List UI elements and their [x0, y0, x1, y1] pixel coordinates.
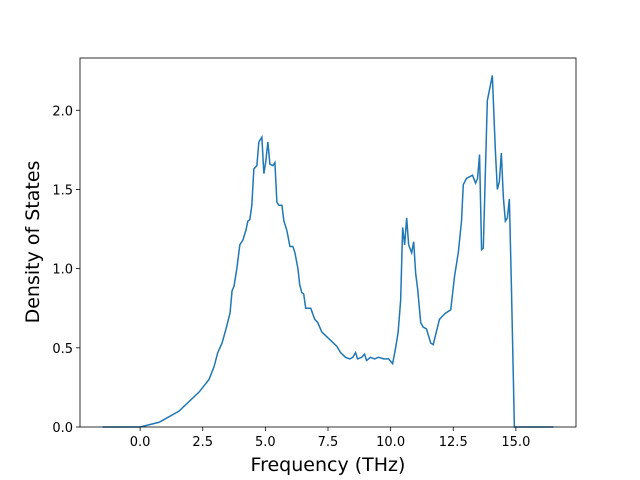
y-tick-label: 1.0	[52, 263, 73, 278]
y-tick-label: 1.5	[52, 183, 73, 198]
y-tick-label: 0.0	[52, 421, 73, 436]
y-axis-label: Density of States	[22, 161, 44, 324]
plot-frame	[79, 57, 577, 428]
y-tick-label: 0.5	[52, 342, 73, 357]
x-axis-label: Frequency (THz)	[251, 454, 406, 476]
line-series	[102, 75, 554, 428]
x-tick-label: 15.0	[501, 435, 530, 450]
y-tick-label: 2.0	[52, 104, 73, 119]
x-tick-label: 12.5	[439, 435, 468, 450]
x-tick-label: 5.0	[255, 435, 276, 450]
x-tick-label: 7.5	[318, 435, 339, 450]
x-tick-label: 2.5	[192, 435, 213, 450]
x-tick-label: 10.0	[376, 435, 405, 450]
x-tick-label: 0.0	[130, 435, 151, 450]
